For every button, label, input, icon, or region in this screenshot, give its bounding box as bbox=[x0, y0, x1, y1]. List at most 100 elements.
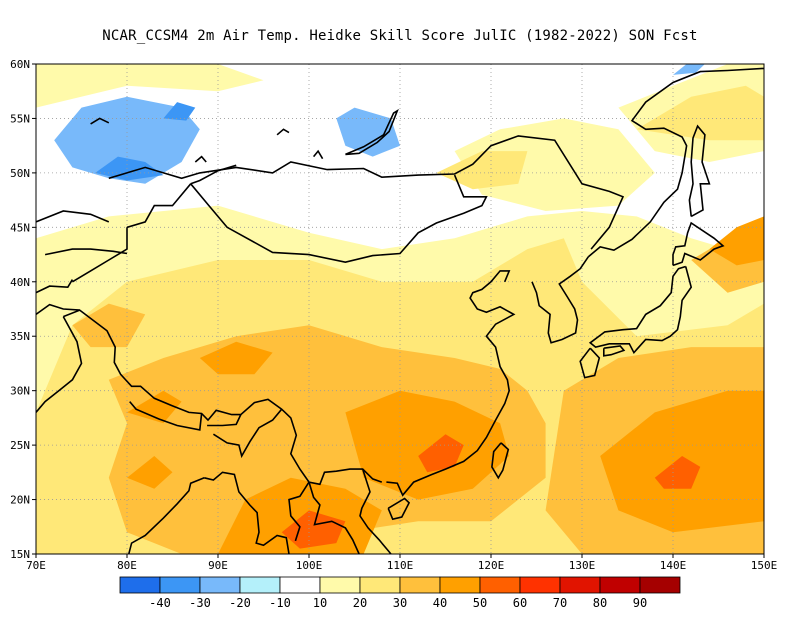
colorbar-label: 70 bbox=[553, 596, 567, 610]
colorbar-label: 90 bbox=[633, 596, 647, 610]
colorbar-swatch bbox=[559, 576, 601, 594]
colorbar-swatch bbox=[439, 576, 481, 594]
latitude-axis: 15N 20N 25N 30N 35N 40N 45N 50N 55N 60N bbox=[10, 58, 36, 561]
lat-tick-label: 50N bbox=[10, 167, 30, 180]
coastline-segment bbox=[345, 108, 399, 156]
colorbar-swatch bbox=[399, 576, 441, 594]
skill-region-l50-bay bbox=[281, 510, 346, 549]
colorbar-label: -20 bbox=[229, 596, 251, 610]
colorbar-swatch bbox=[359, 576, 401, 594]
colorbar-swatch bbox=[159, 576, 201, 594]
colorbar-swatch bbox=[319, 576, 361, 594]
coastline-segment bbox=[36, 316, 83, 413]
lon-tick-label: 130E bbox=[569, 559, 596, 572]
colorbar-label: 20 bbox=[353, 596, 367, 610]
colorbar-swatch bbox=[199, 576, 241, 594]
colorbar-label: 80 bbox=[593, 596, 607, 610]
coastline-segment bbox=[688, 124, 711, 218]
colorbar-label: 50 bbox=[473, 596, 487, 610]
lat-tick-label: 45N bbox=[10, 221, 30, 234]
coastline-segment bbox=[108, 135, 625, 250]
coastline-segment bbox=[90, 117, 110, 125]
coastline-segment bbox=[36, 210, 110, 223]
longitude-axis: 70E 80E 90E 100E 110E 120E 130E 140E 150E bbox=[26, 554, 777, 572]
coastline-segment bbox=[588, 265, 693, 354]
coastlines bbox=[36, 67, 764, 554]
colorbar-swatch bbox=[599, 576, 641, 594]
lat-tick-label: 20N bbox=[10, 494, 30, 507]
colorbar: -40 -30 -20 -10 10 20 30 40 50 60 70 80 90 bbox=[119, 576, 681, 610]
lon-tick-label: 80E bbox=[117, 559, 137, 572]
colorbar-label: 60 bbox=[513, 596, 527, 610]
coastline-segment bbox=[387, 497, 411, 521]
lat-tick-label: 15N bbox=[10, 548, 30, 561]
lat-tick-label: 25N bbox=[10, 439, 30, 452]
coastline-segment bbox=[194, 155, 207, 163]
coastline-segment bbox=[128, 477, 205, 554]
skill-region-neg-siberia-core2 bbox=[163, 102, 196, 121]
skill-region-l40-japan bbox=[709, 216, 764, 266]
colorbar-label: 10 bbox=[313, 596, 327, 610]
coastline-segment bbox=[190, 174, 488, 264]
colorbar-swatch bbox=[639, 576, 681, 594]
lat-tick-label: 30N bbox=[10, 385, 30, 398]
coastline-segment bbox=[126, 183, 192, 229]
skill-region-l50-s-china bbox=[418, 434, 464, 473]
lon-tick-label: 120E bbox=[478, 559, 505, 572]
coastline-segment bbox=[579, 347, 601, 379]
colorbar-label: 30 bbox=[393, 596, 407, 610]
coastline-segment bbox=[71, 227, 128, 283]
coastline-segment bbox=[36, 303, 80, 316]
colorbar-label: -30 bbox=[189, 596, 211, 610]
coastline-segment bbox=[36, 279, 74, 294]
coastline-segment bbox=[603, 345, 626, 357]
colorbar-label: -10 bbox=[269, 596, 291, 610]
skill-region-neg-baikal bbox=[336, 107, 400, 157]
skill-region-l40-tibet-spot bbox=[199, 341, 273, 375]
lat-tick-label: 60N bbox=[10, 58, 30, 71]
coastline-segment bbox=[386, 270, 516, 497]
lat-tick-label: 40N bbox=[10, 276, 30, 289]
colorbar-swatch bbox=[279, 576, 321, 594]
coastline-segment bbox=[204, 471, 290, 554]
coastline-segment bbox=[276, 128, 290, 136]
coastline-segment bbox=[587, 67, 764, 258]
coastline-segment bbox=[312, 149, 324, 160]
lon-tick-label: 90E bbox=[208, 559, 228, 572]
coastline-segment bbox=[308, 481, 360, 554]
skill-region-l20-north-2 bbox=[636, 85, 764, 141]
map-title: NCAR_CCSM4 2m Air Temp. Heidke Skill Sco… bbox=[102, 28, 698, 44]
colorbar-swatch bbox=[119, 576, 161, 594]
coastline-segment bbox=[44, 248, 128, 256]
coastline-segment bbox=[359, 468, 392, 554]
skill-region-l40-india-east bbox=[127, 456, 173, 489]
coastline-segment bbox=[212, 408, 283, 459]
coastline-segment bbox=[672, 221, 725, 267]
skill-region-l10-nw bbox=[36, 64, 264, 108]
lat-tick-label: 35N bbox=[10, 330, 30, 343]
lat-tick-label: 55N bbox=[10, 112, 30, 125]
colorbar-swatch bbox=[479, 576, 521, 594]
colorbar-swatch bbox=[519, 576, 561, 594]
skill-region-neg-siberia-core bbox=[95, 156, 164, 181]
gridlines bbox=[36, 64, 764, 554]
coastline-segment bbox=[190, 164, 237, 185]
colorbar-label: -40 bbox=[149, 596, 171, 610]
lon-tick-label: 110E bbox=[387, 559, 414, 572]
coastline-segment bbox=[207, 414, 242, 427]
lon-tick-label: 140E bbox=[660, 559, 687, 572]
skill-region-l20-north-1 bbox=[436, 151, 528, 190]
colorbar-swatch bbox=[239, 576, 281, 594]
lon-tick-label: 70E bbox=[26, 559, 46, 572]
skill-region-neg-ne-corner bbox=[673, 64, 705, 75]
lon-tick-label: 150E bbox=[751, 559, 778, 572]
coastline-segment bbox=[531, 256, 590, 344]
skill-region-l40-nepal bbox=[127, 390, 182, 424]
skill-region-l40-south-china bbox=[345, 390, 510, 500]
skill-region-l50-pacific bbox=[654, 456, 701, 489]
colorbar-label: 40 bbox=[433, 596, 447, 610]
lon-tick-label: 100E bbox=[296, 559, 323, 572]
coastline-segment bbox=[491, 442, 510, 480]
coastline-segment bbox=[129, 401, 203, 431]
